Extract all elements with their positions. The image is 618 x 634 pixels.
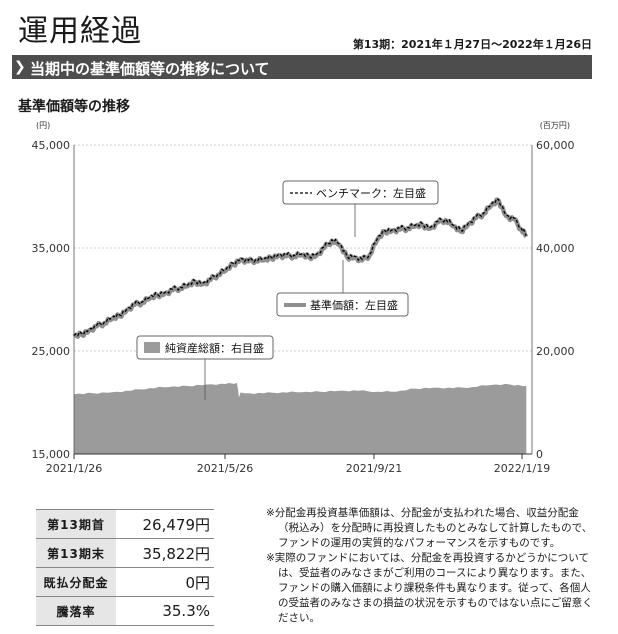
footnote: ※分配金再投資基準価額は、分配金が支払われた場合、収益分配金（税込み）を分配時に…	[266, 507, 593, 549]
legend-benchmark: ベンチマーク：左目盛	[282, 180, 439, 205]
page-title: 運用経過	[18, 14, 142, 49]
chart-subtitle: 基準価額等の推移	[18, 99, 130, 115]
legend-benchmark-label: ベンチマーク：左目盛	[316, 186, 426, 200]
left-tick-label: 15,000	[32, 448, 71, 461]
section-header: ❯ 当期中の基準価額等の推移について	[12, 55, 592, 79]
legend-nav: 基準価額：左目盛	[276, 292, 409, 317]
left-tick-label: 35,000	[32, 242, 71, 255]
right-tick-label: 0	[536, 448, 543, 461]
table-row: 第13期末 35,822円	[36, 538, 214, 568]
left-tick-label: 45,000	[32, 139, 71, 152]
stat-label: 第13期首	[36, 509, 116, 539]
right-tick-label: 60,000	[536, 139, 575, 152]
table-row: 騰落率 35.3%	[36, 596, 214, 626]
stat-value: 0円	[116, 567, 214, 597]
legend-assets: 純資産総額：右目盛	[136, 335, 274, 360]
right-tick-label: 20,000	[536, 345, 575, 358]
chevron-right-icon: ❯	[14, 59, 26, 75]
stat-label: 第13期末	[36, 538, 116, 568]
x-tick-label: 2021/5/26	[197, 462, 253, 475]
stat-value: 35,822円	[116, 538, 214, 568]
x-tick-label: 2021/1/26	[46, 462, 102, 475]
footnote: ※実際のファンドにおいては、分配金を再投資するかどうかについては、受益者のみなさ…	[266, 552, 593, 624]
left-axis-unit: (円)	[36, 121, 50, 130]
x-tick-label: 2021/9/21	[346, 462, 402, 475]
table-row: 既払分配金 0円	[36, 567, 214, 597]
footnotes: ※分配金再投資基準価額は、分配金が支払われた場合、収益分配金（税込み）を分配時に…	[266, 506, 596, 626]
legend-nav-label: 基準価額：左目盛	[310, 298, 398, 312]
left-tick-label: 25,000	[32, 345, 71, 358]
net-assets-area	[74, 382, 527, 454]
stat-value: 26,479円	[116, 509, 214, 539]
fiscal-period: 第13期：2021年１月27日～2022年１月26日	[352, 38, 592, 51]
table-row: 第13期首 26,479円	[36, 509, 214, 539]
right-axis-unit: (百万円)	[540, 121, 570, 130]
x-tick-label: 2022/1/19	[494, 462, 550, 475]
nav-line	[72, 197, 529, 339]
benchmark-line	[73, 197, 527, 337]
nav-chart: (円) (百万円) 45,000 35,000 25,000 15,000 60…	[32, 121, 575, 475]
stat-label: 騰落率	[36, 596, 116, 626]
right-tick-label: 40,000	[536, 242, 575, 255]
section-title: 当期中の基準価額等の推移について	[30, 60, 270, 78]
stat-label: 既払分配金	[36, 567, 116, 597]
stats-table: 第13期首 26,479円 第13期末 35,822円 既払分配金 0円 騰落率…	[36, 509, 214, 626]
stat-value: 35.3%	[116, 596, 214, 626]
legend-assets-label: 純資産総額：右目盛	[165, 341, 264, 355]
